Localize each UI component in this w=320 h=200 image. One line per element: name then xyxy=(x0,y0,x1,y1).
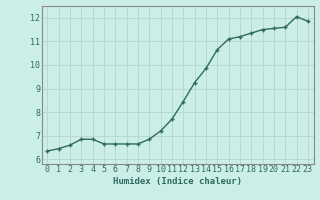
X-axis label: Humidex (Indice chaleur): Humidex (Indice chaleur) xyxy=(113,177,242,186)
